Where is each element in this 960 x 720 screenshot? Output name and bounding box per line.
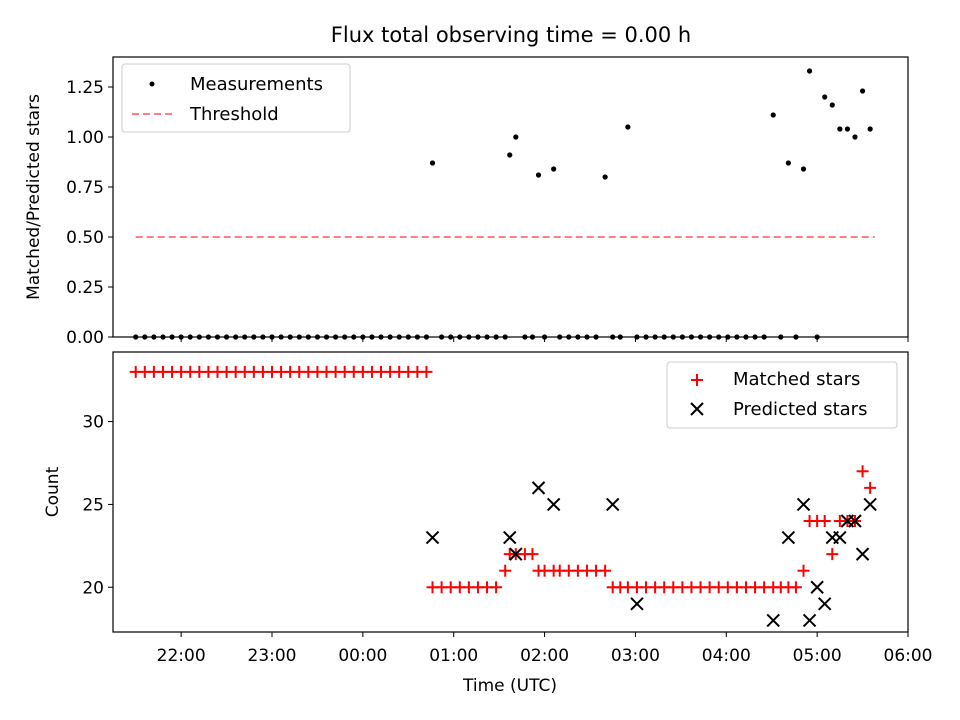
top-ytick-label: 0.50 (66, 228, 104, 248)
matched-star-point (599, 564, 612, 577)
legend-matched-marker (691, 374, 703, 386)
top-ylabel: Matched/Predicted stars (24, 94, 44, 300)
top-ytick-label: 0.00 (66, 328, 104, 348)
predicted-star-point (833, 530, 847, 545)
predicted-star-point (509, 547, 523, 561)
xtick-label: 02:00 (520, 646, 569, 666)
measurement-point (829, 102, 835, 108)
predicted-star-point (546, 497, 561, 512)
bottom-panel: 20 25 30 22:00 23:00 00:00 01:00 02:00 03:00 04:0… (43, 351, 933, 696)
top-ytick-label: 0.25 (66, 278, 104, 298)
measurement-point (535, 172, 542, 178)
xtick-label: 23:00 (248, 646, 297, 666)
predicted-star-point (796, 497, 811, 512)
predicted-star-point (818, 597, 832, 611)
measurement-point (770, 112, 776, 118)
predicted-star-point (802, 613, 817, 628)
xtick-label: 22:00 (157, 646, 206, 666)
predicted-star-point (503, 530, 517, 545)
measurement-point (785, 160, 791, 166)
measurement-point (852, 134, 858, 140)
matched-star-point (490, 581, 503, 594)
xtick-label: 05:00 (793, 646, 842, 666)
measurement-point (507, 152, 513, 158)
bottom-ytick-label: 25 (82, 495, 104, 515)
xtick-label: 03:00 (611, 646, 660, 666)
measurement-point (513, 134, 519, 140)
measurement-point (806, 68, 813, 74)
measurement-point (625, 124, 631, 130)
predicted-star-point (781, 530, 796, 545)
matched-star-point (797, 564, 810, 577)
measurement-point (429, 160, 436, 166)
predicted-star-point (848, 514, 862, 528)
xtick-label: 00:00 (338, 646, 387, 666)
measurement-point (844, 126, 851, 132)
matched-star-point (789, 581, 802, 594)
legend-threshold-label: Threshold (189, 104, 279, 125)
predicted-star-point (606, 497, 620, 512)
top-axes-frame (112, 56, 909, 338)
matched-star-point (420, 365, 433, 378)
chart-title: Flux total observing time = 0.00 h (331, 23, 691, 47)
legend-matched-label: Matched stars (733, 369, 860, 390)
bottom-legend: Matched stars Predicted stars (666, 361, 898, 429)
top-panel: 0.00 0.25 0.50 0.75 1.00 1.25 Matched/Predict… (24, 56, 909, 348)
matched-star-point (526, 548, 539, 561)
xtick-label: 06:00 (884, 646, 933, 666)
predicted-star-point (630, 597, 644, 611)
top-legend: Measurements Threshold (121, 63, 351, 133)
bottom-xlabel: Time (UTC) (462, 676, 557, 696)
matched-star-point (818, 514, 831, 527)
predicted-star-point (766, 613, 780, 628)
matched-star-point (826, 548, 839, 561)
legend-predicted-label: Predicted stars (733, 399, 867, 420)
measurement-point (551, 166, 557, 172)
matched-star-point (856, 465, 869, 478)
top-ytick-label: 0.75 (66, 178, 104, 198)
measurement-point (602, 174, 608, 180)
predicted-star-point (531, 481, 546, 495)
predicted-star-point (425, 530, 440, 545)
predicted-star-point (810, 580, 824, 594)
matched-star-point (864, 481, 877, 494)
measurement-point (867, 126, 873, 132)
measurement-point (822, 94, 828, 100)
xtick-label: 04:00 (702, 646, 751, 666)
legend-measurements-marker (149, 81, 155, 87)
measurement-point (837, 126, 843, 132)
matched-star-point (499, 564, 512, 577)
bottom-axes-frame (112, 351, 909, 633)
legend-predicted-marker (690, 402, 704, 416)
measurement-point (859, 88, 866, 94)
bottom-ytick-label: 30 (82, 413, 104, 433)
bottom-ylabel: Count (43, 466, 63, 517)
top-ytick-label: 1.00 (66, 128, 104, 148)
measurement-point (800, 166, 807, 172)
predicted-star-point (855, 547, 870, 561)
legend-measurements-label: Measurements (190, 74, 323, 95)
bottom-ytick-label: 20 (82, 578, 104, 598)
xtick-label: 01:00 (429, 646, 478, 666)
top-ytick-label: 1.25 (66, 78, 104, 98)
predicted-star-point (863, 497, 877, 512)
